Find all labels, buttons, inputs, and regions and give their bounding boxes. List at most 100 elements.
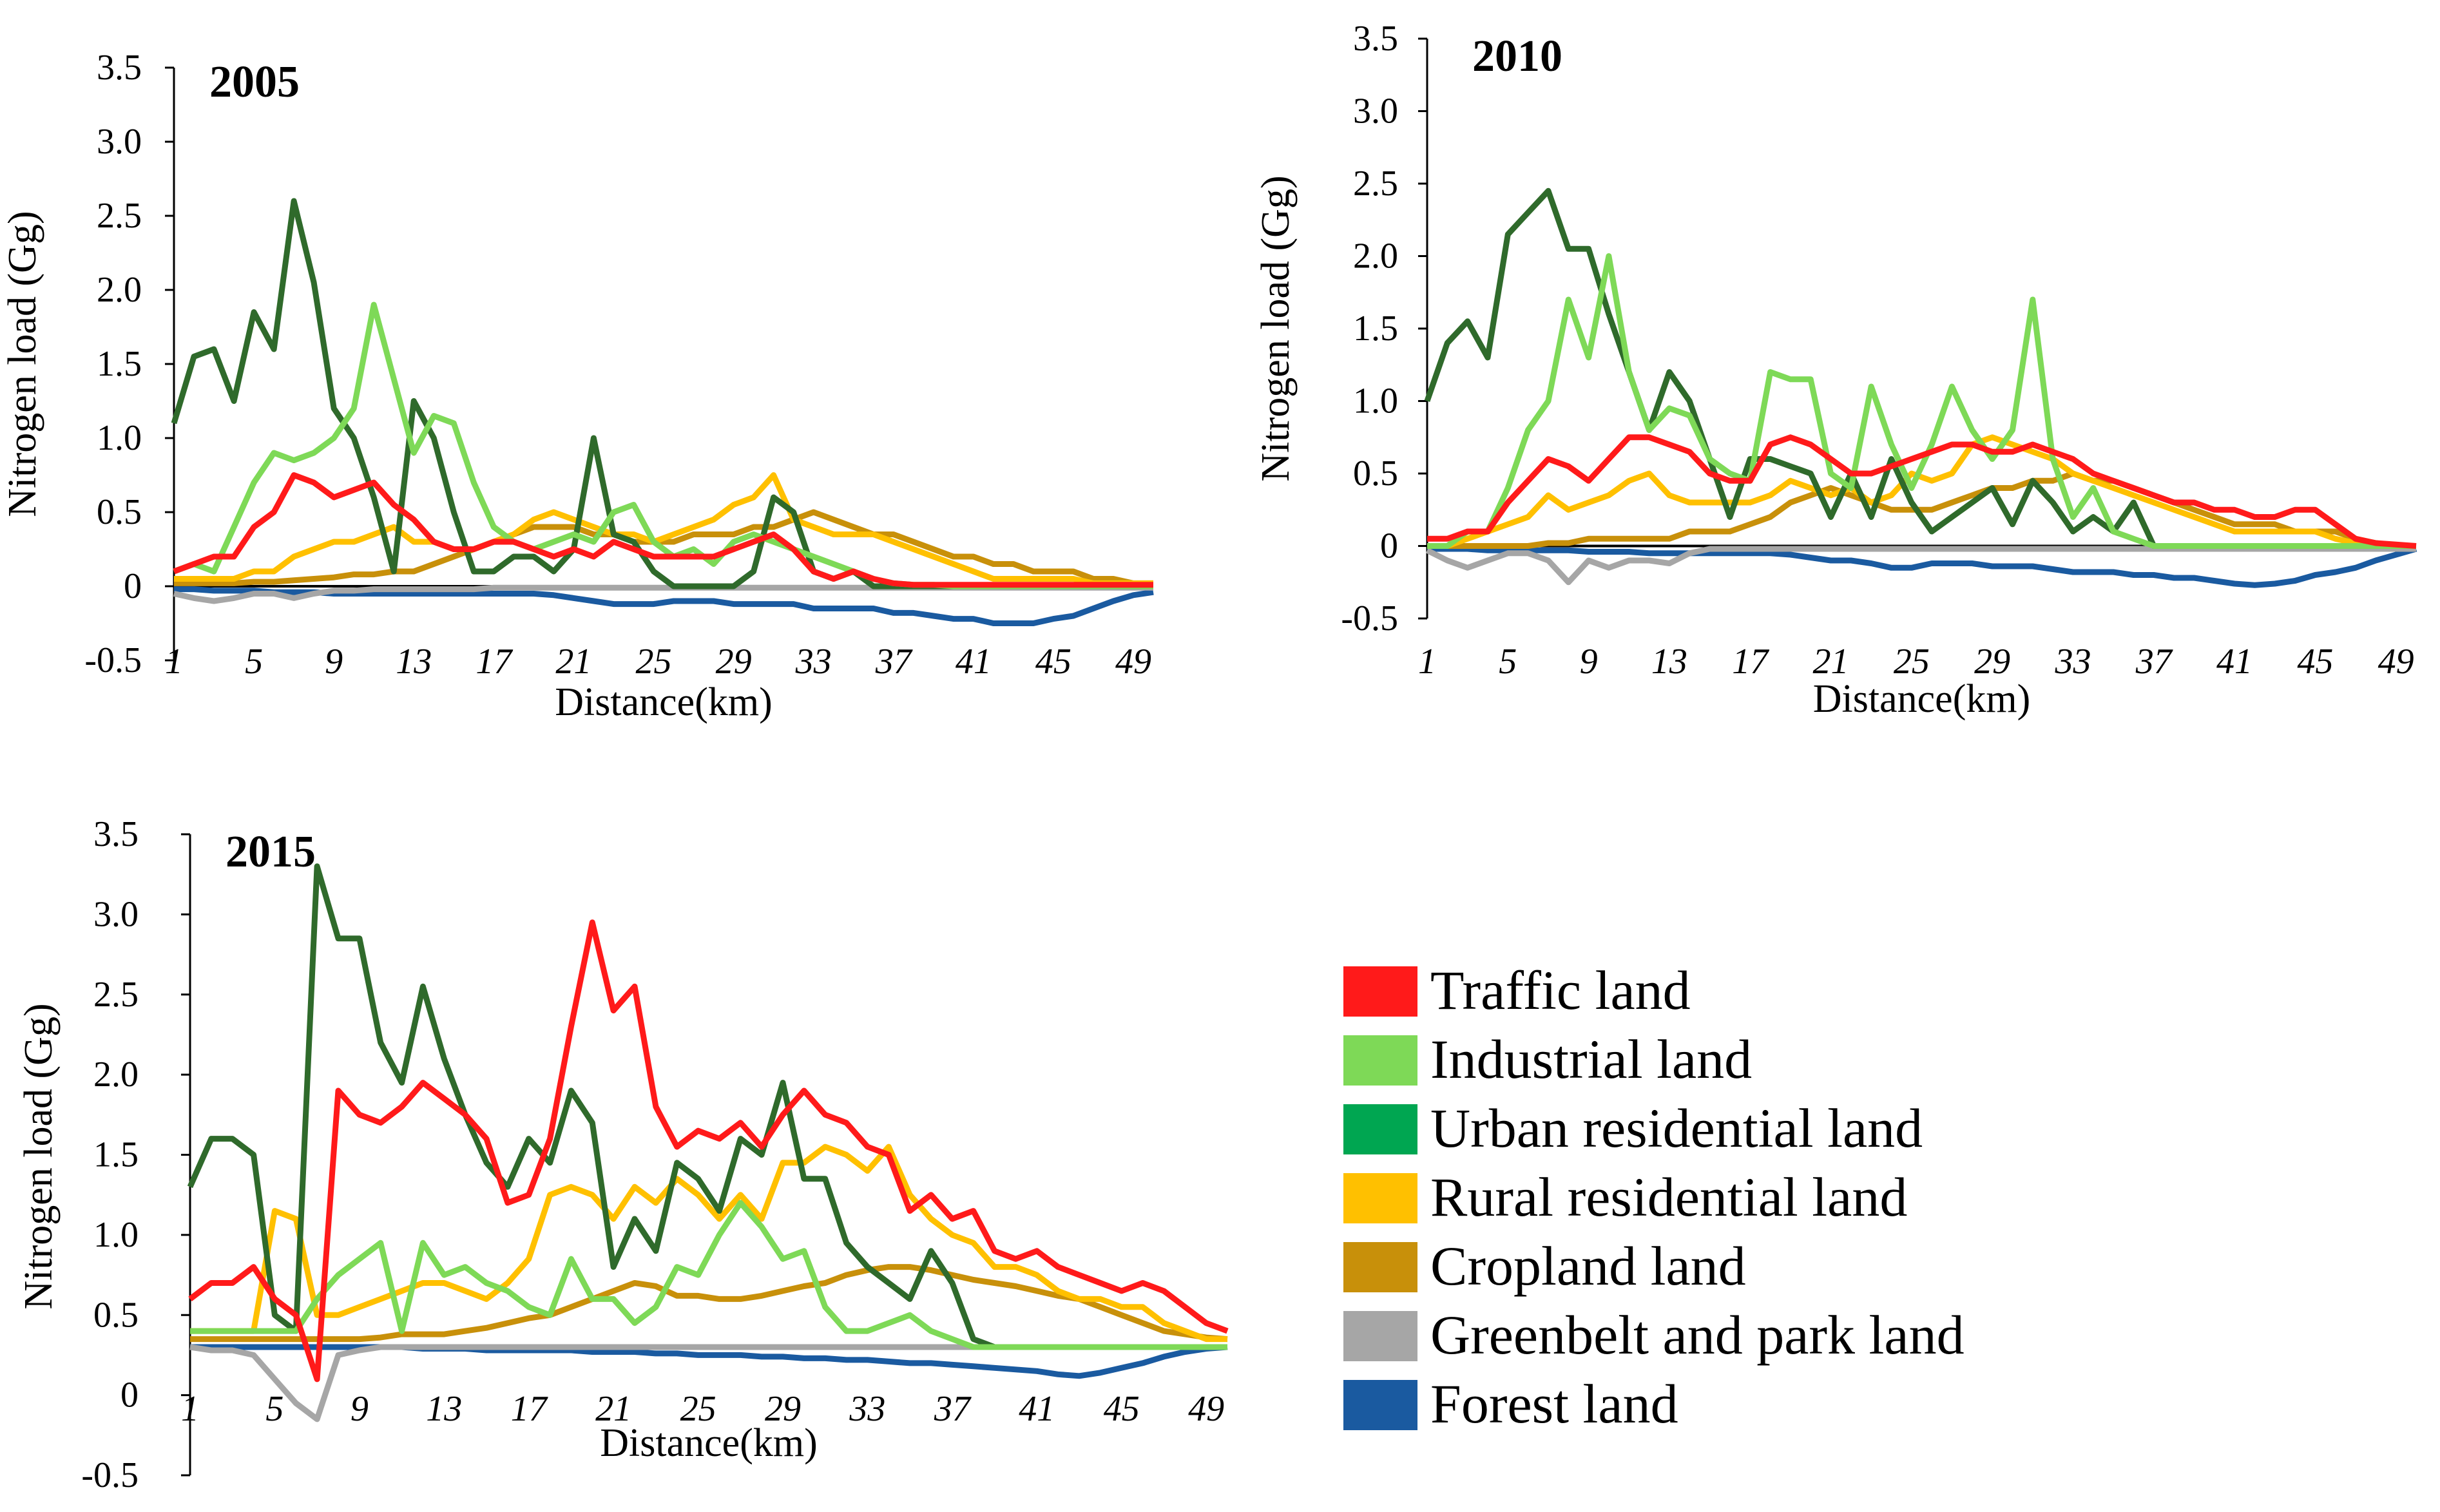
chart-panel-2010: 2010 3.5 3.0 2.5 2.0 1.5 1.0 0.5 0 -0.5 1 5 9 13 17 21 2… xyxy=(1254,19,2417,721)
series-line-cropland-land xyxy=(174,509,1153,586)
x-tick-label: 49 xyxy=(2378,642,2414,682)
x-tick-label: 33 xyxy=(795,642,832,682)
y-tick-label: 1.5 xyxy=(97,344,142,384)
x-tick-label: 29 xyxy=(765,1389,801,1429)
series-line-industrial-land xyxy=(1427,253,2416,549)
legend-label: Cropland land xyxy=(1430,1235,1746,1297)
x-tick-label: 13 xyxy=(396,642,432,682)
chart-legend: Traffic land Industrial land Urban residen… xyxy=(1343,959,1964,1435)
series-line-forest-land xyxy=(1427,546,2417,588)
y-tick-label: 3.5 xyxy=(1353,19,1398,59)
y-tick-label: -0.5 xyxy=(81,1455,139,1495)
x-tick-label: 13 xyxy=(426,1389,462,1429)
x-tick-label: 33 xyxy=(849,1389,885,1429)
x-tick-label: 17 xyxy=(1732,642,1769,682)
x-tick-label: 5 xyxy=(265,1389,283,1429)
chart-panel-2005: 2005 3.5 3.0 2.5 2.0 1.5 1.0 0.5 0 -0.5 1 5 9 13 17 21 2… xyxy=(1,48,1154,724)
x-tick-label: 37 xyxy=(2135,642,2173,682)
series-line-industrial-land xyxy=(190,1200,1227,1350)
series-line-forest-land xyxy=(174,586,1154,626)
legend-swatch xyxy=(1343,1242,1417,1292)
series-line-traffic-land xyxy=(1427,434,2417,549)
y-tick-label: 0 xyxy=(1380,526,1398,566)
x-tick-label: 1 xyxy=(165,642,183,682)
y-tick-label: 1.0 xyxy=(1353,381,1398,421)
x-tick-label: 29 xyxy=(1974,642,2010,682)
y-tick-label: 0.5 xyxy=(93,1295,139,1335)
x-tick-label: 5 xyxy=(1499,642,1517,682)
x-tick-label: 37 xyxy=(934,1389,972,1429)
y-tick-label: -0.5 xyxy=(84,640,142,680)
legend-label: Greenbelt and park land xyxy=(1430,1304,1964,1366)
legend-label: Rural residential land xyxy=(1430,1166,1907,1228)
legend-swatch xyxy=(1343,1104,1417,1154)
x-axis-title: Distance(km) xyxy=(600,1421,817,1465)
x-tick-label: 9 xyxy=(325,642,343,682)
y-tick-label: 3.0 xyxy=(93,894,139,934)
x-tick-label: 5 xyxy=(245,642,263,682)
y-tick-label: 2.0 xyxy=(97,270,142,310)
series-line-traffic-land xyxy=(188,919,1229,1383)
y-tick-label: 1.5 xyxy=(1353,309,1398,349)
y-tick-label: 3.0 xyxy=(97,122,142,162)
y-tick-label: 2.5 xyxy=(1353,164,1398,204)
y-axis-title: Nitrogen load (Gg) xyxy=(17,1003,61,1309)
y-tick-label: 3.5 xyxy=(97,48,142,88)
y-tick-label: 2.5 xyxy=(97,196,142,236)
series-line-greenbelt-and-park-land xyxy=(173,584,1153,604)
series-line-cropland-land xyxy=(1427,470,2416,549)
x-tick-label: 45 xyxy=(2297,642,2333,682)
panel-title: 2005 xyxy=(209,57,300,107)
legend-swatch xyxy=(1343,1311,1417,1361)
legend-label: Forest land xyxy=(1430,1373,1678,1435)
legend-swatch xyxy=(1343,966,1417,1017)
panel-title: 2010 xyxy=(1472,32,1562,81)
x-tick-label: 9 xyxy=(1580,642,1598,682)
x-axis-title: Distance(km) xyxy=(555,680,772,724)
legend-label: Industrial land xyxy=(1430,1028,1752,1090)
y-tick-label: 3.0 xyxy=(1353,91,1398,131)
x-tick-label: 1 xyxy=(181,1389,199,1429)
x-tick-label: 25 xyxy=(680,1389,716,1429)
x-tick-label: 37 xyxy=(875,642,913,682)
x-tick-label: 21 xyxy=(595,1389,631,1429)
x-tick-label: 41 xyxy=(1019,1389,1055,1429)
y-axis-title: Nitrogen load (Gg) xyxy=(1,211,44,517)
chart-panel-2015: 2015 3.5 3.0 2.5 2.0 1.5 1.0 0.5 0 -0.5 1 5 9 13 17 21 2… xyxy=(17,814,1229,1495)
series-line-rural-residential-land xyxy=(1427,434,2416,549)
legend-label: Urban residential land xyxy=(1430,1097,1923,1159)
legend-swatch xyxy=(1343,1035,1417,1086)
x-tick-label: 29 xyxy=(716,642,752,682)
series-line-cropland-land xyxy=(190,1264,1228,1343)
y-tick-label: 1.5 xyxy=(93,1135,139,1175)
x-axis-title: Distance(km) xyxy=(1813,677,2030,721)
y-tick-label: 0 xyxy=(124,566,142,606)
x-tick-label: 49 xyxy=(1115,642,1151,682)
y-tick-label: 0.5 xyxy=(97,492,142,532)
y-tick-label: 1.0 xyxy=(93,1215,139,1255)
y-tick-label: 2.0 xyxy=(93,1055,139,1095)
series-line-rural-residential-land xyxy=(190,1144,1227,1343)
x-tick-label: 45 xyxy=(1104,1389,1140,1429)
x-tick-label: 21 xyxy=(555,642,591,682)
x-tick-label: 33 xyxy=(2054,642,2091,682)
legend-swatch xyxy=(1343,1380,1417,1430)
series-line-rural-residential-land xyxy=(174,472,1153,586)
legend-label: Traffic land xyxy=(1430,959,1691,1021)
x-tick-label: 45 xyxy=(1035,642,1071,682)
x-tick-label: 49 xyxy=(1188,1389,1224,1429)
y-axis-title: Nitrogen load (Gg) xyxy=(1254,175,1298,481)
y-tick-label: -0.5 xyxy=(1341,598,1398,638)
panel-title: 2015 xyxy=(226,827,316,877)
y-tick-label: 3.5 xyxy=(93,814,139,854)
series-line-urban-residential-land xyxy=(1424,187,2416,549)
x-tick-label: 1 xyxy=(1418,642,1436,682)
series-line-urban-residential-land xyxy=(171,198,1153,589)
y-tick-label: 0.5 xyxy=(1353,454,1398,493)
y-tick-label: 0 xyxy=(120,1375,139,1415)
x-tick-label: 41 xyxy=(2216,642,2253,682)
legend-swatch xyxy=(1343,1173,1417,1223)
x-tick-label: 25 xyxy=(1894,642,1930,682)
x-tick-label: 17 xyxy=(511,1389,548,1429)
